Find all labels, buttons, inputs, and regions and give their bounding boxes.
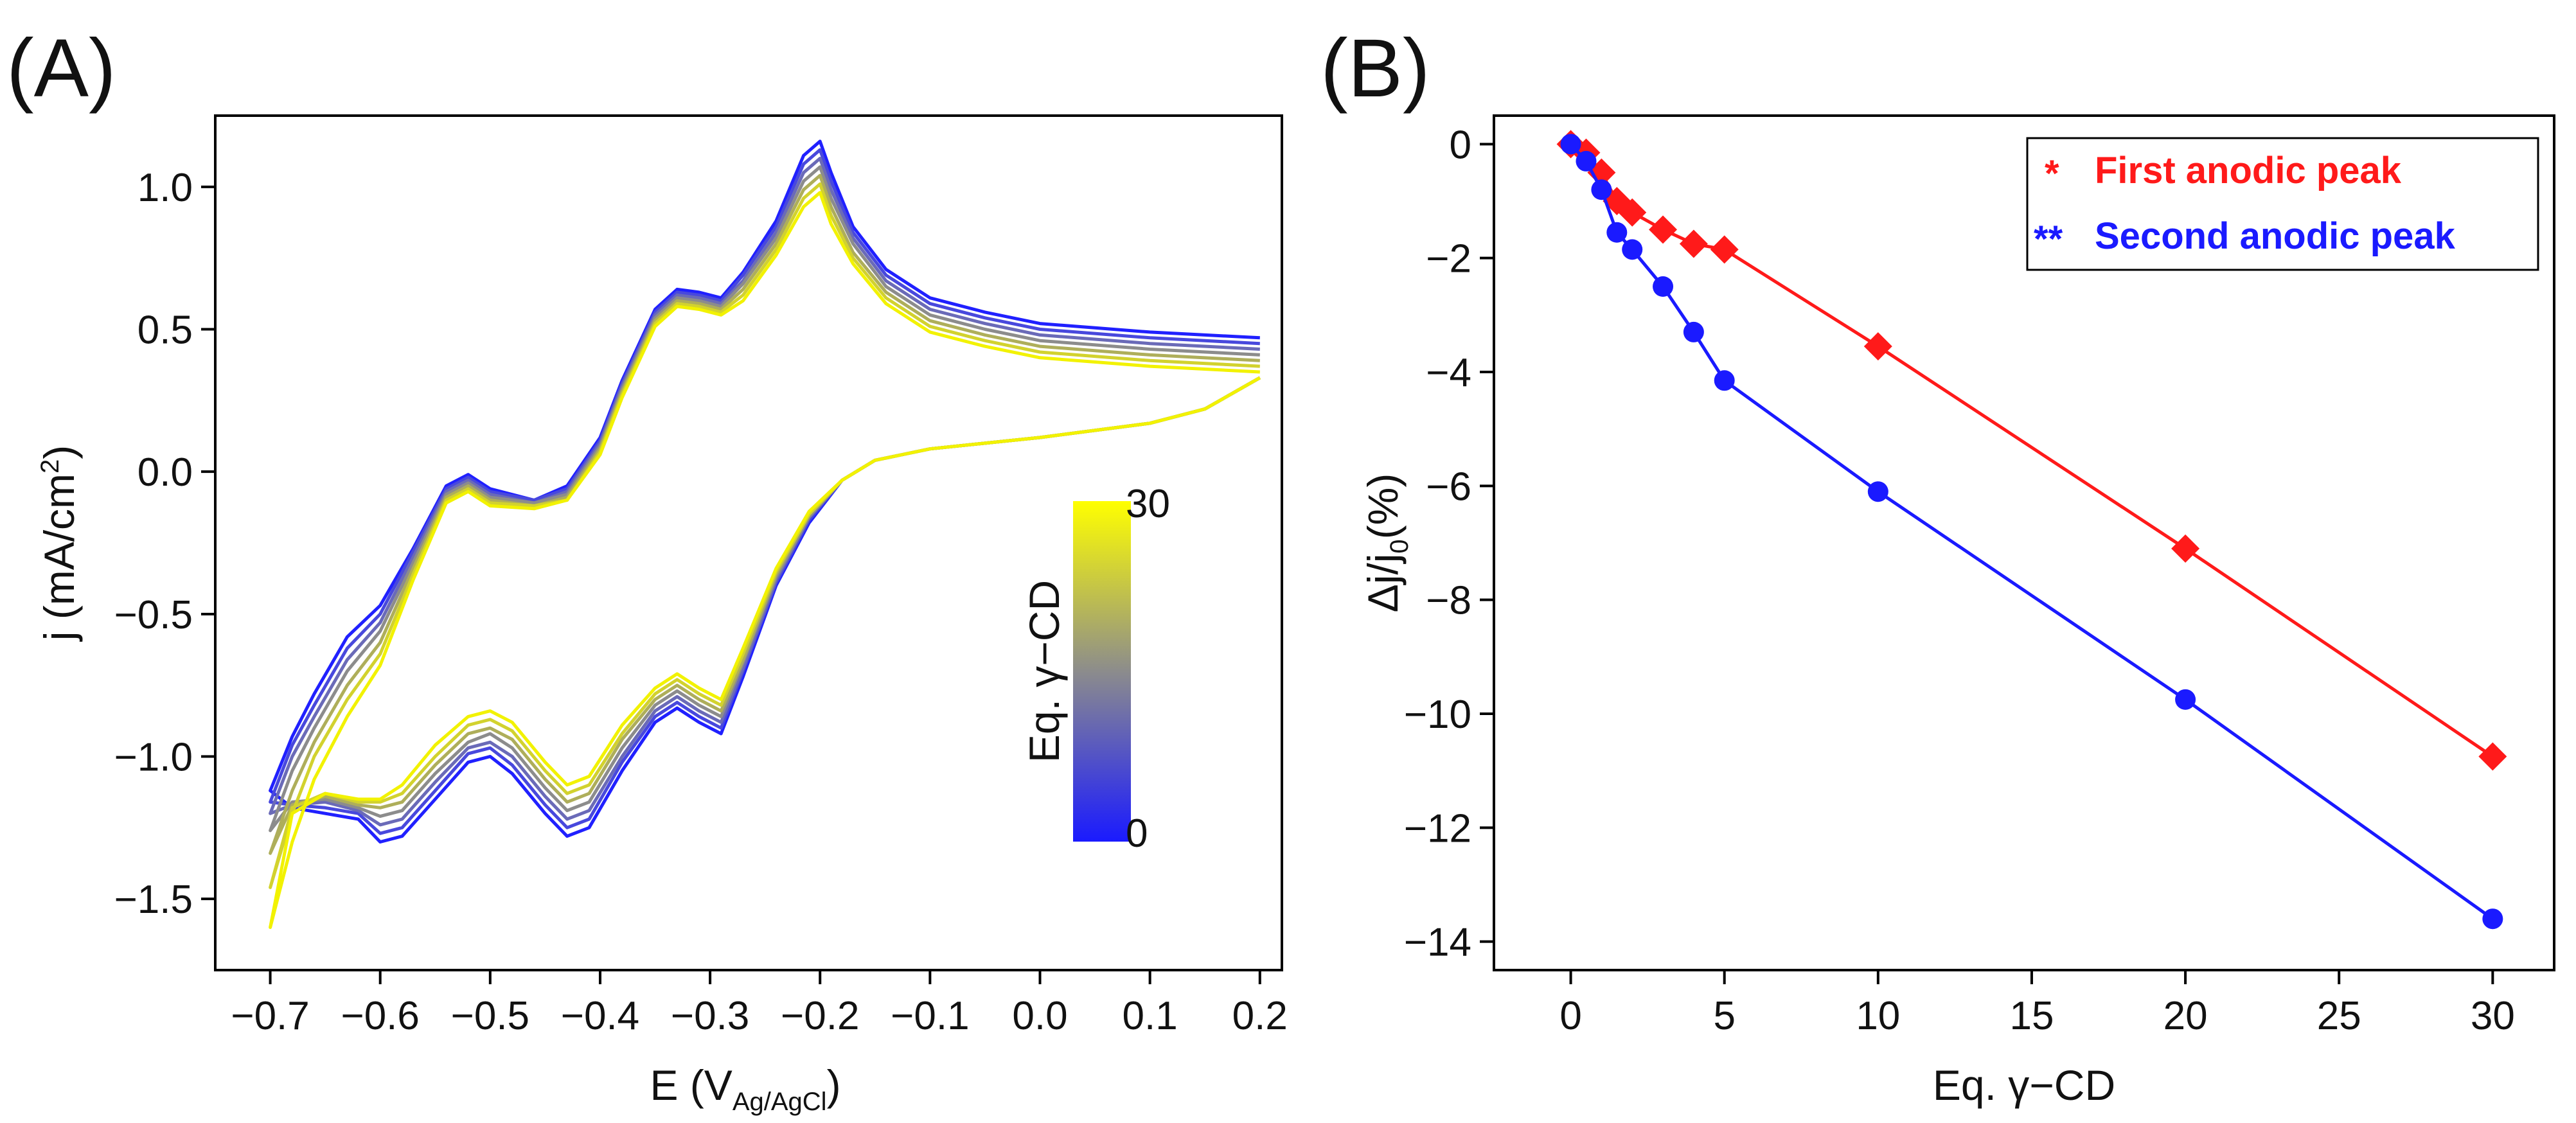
y-tick-label-b: −6 xyxy=(1426,464,1471,509)
y-ticks-a: −1.5 −1.0 −0.5 0.0 0.5 1.0 xyxy=(114,166,215,922)
x-ticks-b: 0 5 10 15 20 25 30 xyxy=(1559,970,2515,1038)
x-tick-label-a: −0.2 xyxy=(781,994,859,1038)
colorbar-max-label: 30 xyxy=(1126,482,1170,526)
x-tick-label-b: 25 xyxy=(2317,994,2361,1038)
x-tick-label-b: 5 xyxy=(1713,994,1735,1038)
x-tick-label-a: −0.5 xyxy=(451,994,529,1038)
x-tick-label-b: 0 xyxy=(1559,994,1581,1038)
y-tick-label-a: 0.5 xyxy=(138,308,193,353)
point-first-peak xyxy=(2478,742,2507,771)
y-tick-label-b: −4 xyxy=(1426,351,1471,395)
colorbar xyxy=(1073,501,1131,842)
legend-label-second: Second anodic peak xyxy=(2095,215,2456,257)
y-tick-label-b: −12 xyxy=(1404,806,1471,851)
panel-b-letter: (B) xyxy=(1320,22,1430,114)
point-second-peak xyxy=(2175,689,2196,710)
legend-box xyxy=(2026,137,2539,271)
y-axis-label-a: j (mA/cm2) xyxy=(35,445,83,642)
x-tick-label-b: 10 xyxy=(1856,994,1900,1038)
x-tick-label-a: −0.3 xyxy=(671,994,749,1038)
point-second-peak xyxy=(1622,239,1643,260)
y-ticks-b: 0 −2 −4 −6 −8 −10 −12 −14 xyxy=(1404,123,1494,965)
point-second-peak xyxy=(2482,908,2503,930)
cv-curve-eq-0 xyxy=(269,139,1261,844)
plot-frame-a xyxy=(214,114,1283,971)
y-tick-label-b: −2 xyxy=(1426,237,1471,281)
legend: * First anodic peak ** Second anodic pea… xyxy=(2026,137,2539,271)
point-first-peak xyxy=(1649,215,1678,244)
point-first-peak xyxy=(1710,235,1739,264)
point-first-peak xyxy=(1679,229,1708,258)
x-tick-label-a: −0.7 xyxy=(231,994,309,1038)
y-tick-label-b: −8 xyxy=(1426,579,1471,623)
x-tick-label-b: 15 xyxy=(2009,994,2054,1038)
point-first-peak xyxy=(2171,534,2200,563)
y-tick-label-b: 0 xyxy=(1450,123,1471,167)
y-axis-label-b: Δj/j0(%) xyxy=(1359,473,1414,613)
x-axis-label-b: Eq. γ−CD xyxy=(1933,1061,2115,1109)
plot-frame-b xyxy=(1493,114,2555,971)
x-tick-label-a: 0.1 xyxy=(1123,994,1178,1038)
x-tick-label-a: −0.6 xyxy=(341,994,419,1038)
point-second-peak xyxy=(1606,222,1628,243)
x-ticks-a: −0.7 −0.6 −0.5 −0.4 −0.3 −0.2 −0.1 0.0 0.1 0.2 xyxy=(231,970,1288,1038)
panel-a-letter: (A) xyxy=(6,22,116,114)
x-tick-label-a: −0.1 xyxy=(891,994,969,1038)
x-tick-label-a: 0.2 xyxy=(1232,994,1288,1038)
cv-curve-eq-10 xyxy=(269,157,1261,827)
colorbar-min-label: 0 xyxy=(1126,811,1148,856)
y-tick-label-a: −1.5 xyxy=(114,878,193,922)
cv-curve-eq-30 xyxy=(269,191,1261,929)
x-tick-label-a: 0.0 xyxy=(1012,994,1067,1038)
legend-marker-second: ** xyxy=(2034,218,2063,260)
y-tick-label-a: 0.0 xyxy=(138,450,193,495)
y-tick-label-a: 1.0 xyxy=(138,166,193,210)
y-tick-label-a: −0.5 xyxy=(114,593,193,637)
cv-curve-eq-25 xyxy=(269,182,1261,889)
panel-b-chart: 0 5 10 15 20 25 30 0 −2 −4 −6 −8 −10 −12 −14 * First … xyxy=(1359,114,2555,1109)
x-tick-label-b: 20 xyxy=(2163,994,2208,1038)
cv-curve-eq-20 xyxy=(269,173,1261,855)
point-first-peak xyxy=(1618,198,1647,227)
peak-series xyxy=(1556,130,2507,930)
point-second-peak xyxy=(1714,370,1735,391)
x-tick-label-a: −0.4 xyxy=(561,994,639,1038)
point-second-peak xyxy=(1653,276,1674,297)
panel-a-chart: −0.7 −0.6 −0.5 −0.4 −0.3 −0.2 −0.1 0.0 0.1 0.2 −1… xyxy=(35,114,1288,1116)
legend-label-first: First anodic peak xyxy=(2095,150,2402,191)
cv-curves xyxy=(269,139,1261,929)
legend-marker-first: * xyxy=(2045,153,2059,195)
x-axis-label-a: E (VAg/AgCl) xyxy=(650,1061,840,1116)
point-second-peak xyxy=(1683,321,1704,342)
point-first-peak xyxy=(1863,332,1892,361)
y-tick-label-b: −10 xyxy=(1404,693,1471,737)
y-tick-label-a: −1.0 xyxy=(114,736,193,780)
y-tick-label-b: −14 xyxy=(1404,921,1471,965)
point-second-peak xyxy=(1591,179,1612,200)
point-second-peak xyxy=(1560,134,1581,155)
colorbar-label: Eq. γ−CD xyxy=(1020,580,1068,763)
x-tick-label-b: 30 xyxy=(2471,994,2515,1038)
point-second-peak xyxy=(1576,150,1597,172)
point-second-peak xyxy=(1867,481,1888,502)
